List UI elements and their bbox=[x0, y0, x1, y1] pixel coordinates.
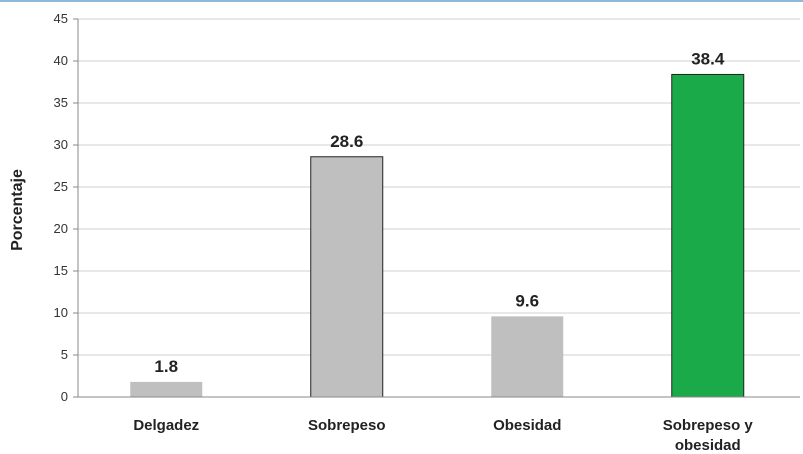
x-tick-label: Delgadez bbox=[133, 417, 199, 434]
bars bbox=[130, 73, 745, 398]
y-axis-label: Porcentaje bbox=[9, 169, 26, 251]
x-tick-label: Obesidad bbox=[493, 417, 561, 434]
y-axis: 0 5 10 15 20 25 30 35 40 45 bbox=[54, 11, 79, 404]
x-tick-label: Sobrepeso bbox=[308, 417, 386, 434]
data-label: 28.6 bbox=[330, 132, 363, 151]
gridlines bbox=[78, 18, 800, 356]
bar-delgadez bbox=[130, 381, 203, 397]
y-tick-label: 40 bbox=[54, 53, 68, 68]
y-tick-label: 15 bbox=[54, 263, 68, 278]
x-tick-label: Sobrepeso y obesidad bbox=[663, 417, 754, 454]
data-label: 38.4 bbox=[691, 49, 725, 68]
y-tick-label: 20 bbox=[54, 221, 68, 236]
bar-obesidad bbox=[491, 316, 564, 397]
bar-sobrepeso-y-obesidad bbox=[671, 73, 745, 398]
y-tick-label: 30 bbox=[54, 137, 68, 152]
value-labels: 1.8 28.6 9.6 38.4 bbox=[154, 49, 724, 375]
data-label: 1.8 bbox=[154, 357, 178, 376]
y-tick-label: 45 bbox=[54, 11, 68, 26]
y-tick-label: 10 bbox=[54, 305, 68, 320]
y-tick-label: 25 bbox=[54, 179, 68, 194]
y-tick-label: 0 bbox=[61, 389, 68, 404]
y-tick-label: 35 bbox=[54, 95, 68, 110]
x-axis: Delgadez Sobrepeso Obesidad Sobrepeso y obes… bbox=[78, 396, 800, 454]
bar-sobrepeso bbox=[310, 156, 384, 398]
y-tick-label: 5 bbox=[61, 347, 68, 362]
data-label: 9.6 bbox=[515, 291, 539, 310]
